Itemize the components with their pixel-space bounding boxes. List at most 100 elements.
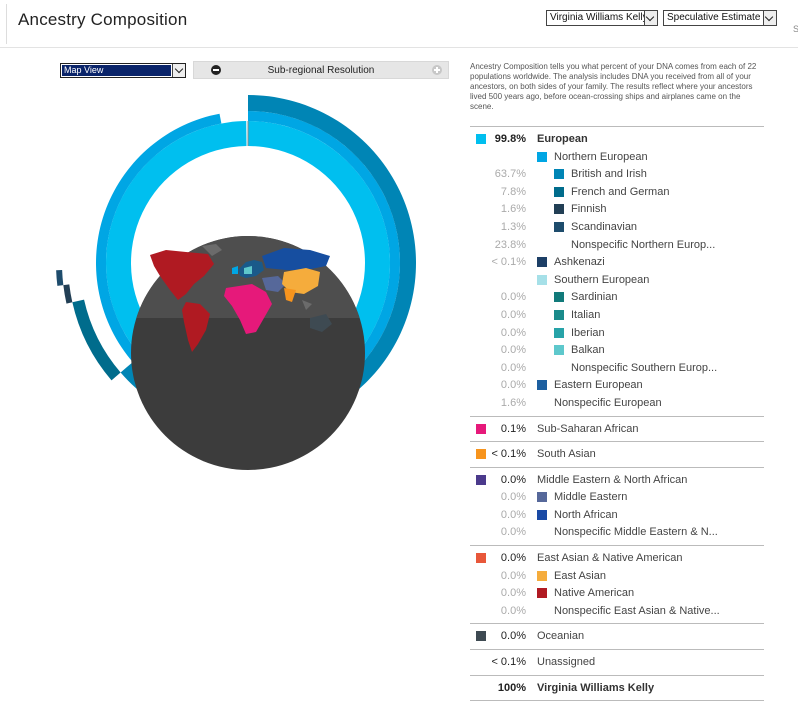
list-item[interactable]: 23.8% Nonspecific Northern Europ... [470,236,764,254]
ring-french-and-german[interactable] [72,299,121,381]
resolution-control: Sub-regional Resolution [193,61,449,79]
row-name: Balkan [571,344,605,357]
row-name: Italian [571,308,601,321]
row-name: Finnish [571,203,607,216]
color-swatch [554,169,564,180]
color-swatch [476,449,486,460]
list-item[interactable]: 0.0% Eastern European [470,376,764,394]
color-swatch [537,151,547,162]
list-item[interactable]: 0.0% Balkan [470,341,764,359]
list-item[interactable]: 99.8% European [470,130,764,148]
list-item[interactable]: 0.0% North African [470,506,764,524]
divider [470,700,764,702]
estimate-select[interactable]: Speculative Estimate [663,10,777,26]
list-item[interactable]: 0.0% Native American [470,584,764,602]
list-item[interactable]: 0.0% Sardinian [470,288,764,306]
list-item[interactable]: < 0.1% Unassigned [470,653,764,671]
map-north-america [150,250,214,300]
row-name: Nonspecific East Asian & Native... [554,604,720,617]
row-name: Scandinavian [571,220,638,233]
row-percent: 0.0% [500,552,526,565]
list-item[interactable]: 1.6% Finnish [470,200,764,218]
section-oceanian: 0.0% Oceanian [470,623,764,649]
list-item[interactable]: 7.8% French and German [470,183,764,201]
estimate-select-value: Speculative Estimate [667,12,761,23]
row-percent: 0.0% [500,361,526,374]
list-item[interactable]: 0.0% Nonspecific East Asian & Native... [470,602,764,620]
minus-icon[interactable] [211,65,221,75]
row-percent: 7.8% [500,185,526,198]
map-oceania [310,314,332,332]
row-percent: 0.0% [500,326,526,339]
list-item[interactable]: 0.0% Oceanian [470,627,764,645]
world-map [150,244,332,352]
view-select[interactable]: Map View [60,63,186,78]
resolution-label: Sub-regional Resolution [267,65,375,76]
list-item[interactable]: 1.3% Scandinavian [470,218,764,236]
total-name: Virginia Williams Kelly [537,681,655,694]
list-item[interactable]: 0.0% Nonspecific Middle Eastern & N... [470,523,764,541]
row-percent: 0.1% [500,422,526,435]
row-name: Ashkenazi [554,256,605,269]
map-southern-europe [244,266,252,274]
row-percent: 0.0% [500,473,526,486]
row-name: Iberian [571,326,605,339]
list-item[interactable]: 0.0% Middle Eastern [470,488,764,506]
row-name: Native American [554,587,635,600]
ring-scandinavian[interactable] [56,270,64,286]
list-item[interactable]: 0.0% Italian [470,306,764,324]
row-name: Middle Eastern & North African [537,473,688,486]
color-swatch [554,186,564,197]
map-south-america [182,302,210,352]
plus-icon[interactable] [432,65,442,75]
color-swatch [476,474,486,485]
section-european: 99.8% European Northern European 63.7% B… [470,126,764,416]
edge-text: S [793,24,798,34]
list-item[interactable]: 0.0% Middle Eastern & North African [470,471,764,489]
section-total: 100% Virginia Williams Kelly [470,674,764,701]
list-item[interactable]: < 0.1% Ashkenazi [470,253,764,271]
row-percent: 0.0% [500,630,526,643]
list-item[interactable]: 1.6% Nonspecific European [470,394,764,412]
row-percent: < 0.1% [491,256,526,269]
row-name: East Asian & Native American [537,552,683,565]
total-percent: 100% [497,681,526,694]
row-name: Nonspecific Northern Europ... [571,238,716,251]
row-percent: 0.0% [500,587,526,600]
list-item[interactable]: < 0.1% South Asian [470,445,764,463]
row-name: East Asian [554,569,606,582]
row-name: European [537,133,588,145]
ring-finnish[interactable] [63,284,73,304]
section-east-asian: 0.0% East Asian & Native American 0.0% E… [470,545,764,623]
row-name: British and Irish [571,168,647,181]
section-middle-eastern: 0.0% Middle Eastern & North African 0.0%… [470,466,764,545]
row-percent: 23.8% [494,238,526,251]
list-item[interactable]: Southern European [470,271,764,289]
list-item[interactable]: Northern European [470,148,764,166]
color-swatch [537,274,547,285]
color-swatch [537,588,547,599]
list-item[interactable]: 0.0% East Asian [470,567,764,585]
list-item[interactable]: 0.0% Nonspecific Southern Europ... [470,359,764,377]
color-swatch [537,570,547,581]
color-swatch [476,423,486,434]
row-name: French and German [571,185,670,198]
section-sub-saharan-african: 0.1% Sub-Saharan African [470,415,764,442]
color-swatch [554,345,564,356]
row-percent: 0.0% [500,308,526,321]
ancestry-sunburst: Virginia William... [56,95,416,470]
row-name: Sardinian [571,291,618,304]
color-swatch [537,380,547,391]
row-name: Nonspecific Southern Europ... [571,361,718,374]
color-swatch [554,309,564,320]
list-item[interactable]: 0.1% Sub-Saharan African [470,420,764,438]
list-item[interactable]: 63.7% British and Irish [470,165,764,183]
row-percent: < 0.1% [491,448,526,461]
map-south-asia [284,288,296,302]
person-select[interactable]: Virginia Williams Kelly [546,10,658,26]
person-select-value: Virginia Williams Kelly [550,12,648,23]
color-swatch [554,204,564,215]
color-swatch [554,221,564,232]
list-item[interactable]: 0.0% East Asian & Native American [470,549,764,567]
list-item[interactable]: 0.0% Iberian [470,324,764,342]
